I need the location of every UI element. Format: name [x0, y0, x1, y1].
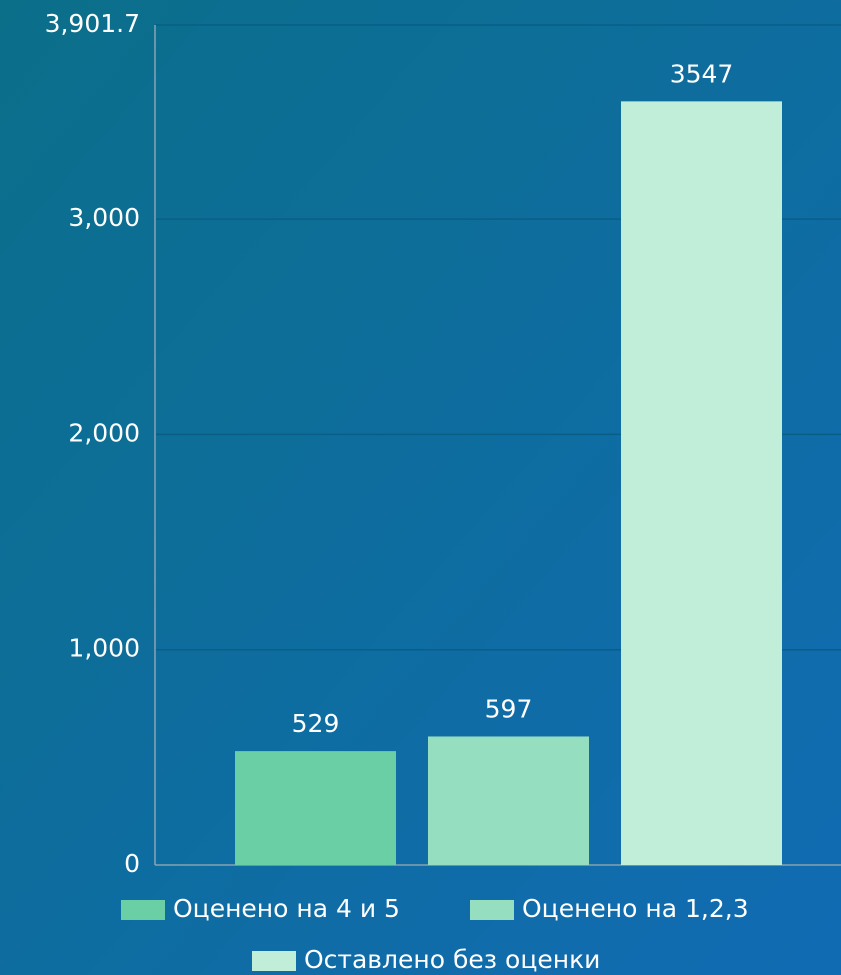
bar	[621, 101, 782, 865]
data-label: 529	[292, 709, 340, 738]
data-label: 597	[485, 694, 533, 723]
y-tick-label: 0	[124, 849, 140, 878]
legend-swatch	[252, 951, 296, 971]
data-label: 3547	[670, 59, 734, 88]
y-tick-label: 2,000	[68, 418, 140, 447]
bar	[428, 736, 589, 865]
legend-swatch	[470, 900, 514, 920]
legend-swatch	[121, 900, 165, 920]
y-tick-label: 3,901.7	[45, 9, 140, 38]
bar	[235, 751, 396, 865]
legend-label: Оценено на 1,2,3	[522, 894, 749, 923]
legend-label: Оценено на 4 и 5	[173, 894, 400, 923]
legend-label: Оставлено без оценки	[304, 945, 600, 974]
y-tick-label: 3,000	[68, 203, 140, 232]
y-tick-label: 1,000	[68, 634, 140, 663]
